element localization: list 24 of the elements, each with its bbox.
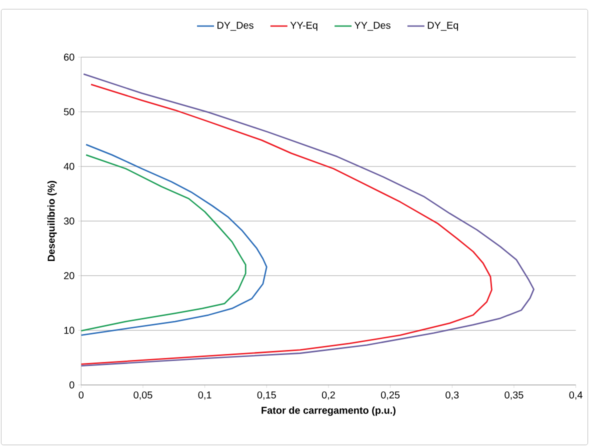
x-tick-label: 0,35 [504, 391, 524, 400]
legend-label: YY-Eq [290, 22, 318, 31]
legend-label: DY_Des [218, 22, 254, 31]
x-axis-title: Fator de carregamento (p.u.) [262, 406, 396, 416]
x-tick-label: 0,05 [134, 391, 152, 400]
y-tick-label: 60 [64, 54, 74, 61]
x-tick-label: 0,25 [381, 391, 400, 400]
x-tick-label: 0,2 [322, 391, 335, 400]
y-axis-title: Desequilíbrio (%) [47, 180, 57, 261]
x-tick-label: 0,15 [257, 391, 276, 400]
x-tick-label: 0,1 [198, 391, 212, 400]
y-tick-label: 50 [64, 108, 74, 116]
legend-label: DY_Eq [428, 22, 458, 31]
y-tick-label: 40 [64, 162, 74, 170]
y-tick-label: 20 [64, 272, 74, 280]
y-tick-label: 0 [69, 381, 74, 388]
y-tick-label: 30 [64, 217, 74, 225]
line-series [81, 154, 246, 332]
x-tick-label: 0,4 [569, 391, 582, 400]
x-tick-label: 0,3 [446, 391, 459, 400]
legend-label: YY_Des [354, 22, 390, 31]
x-tick-label: 0 [78, 391, 84, 398]
line-series [81, 144, 268, 336]
y-tick-label: 10 [64, 326, 74, 334]
